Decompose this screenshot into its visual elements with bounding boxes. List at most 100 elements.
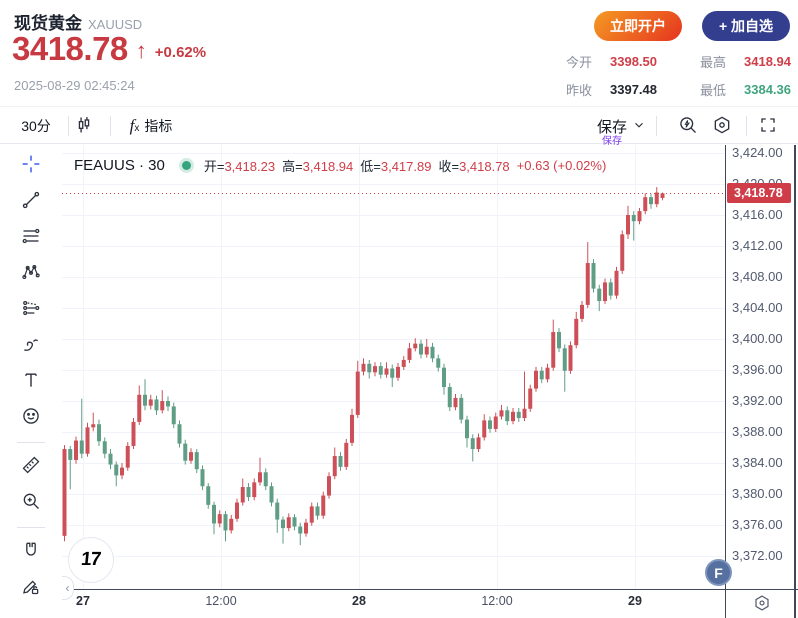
legend-open: 开=3,418.23 — [203, 158, 276, 174]
ruler-icon — [21, 455, 41, 480]
change-percent: +0.62% — [154, 44, 207, 61]
text-tool-button[interactable] — [9, 364, 53, 400]
trend-line-icon — [21, 190, 41, 215]
emoji-tool-button[interactable] — [9, 400, 53, 436]
chart-toolbar: 30分 fx 指标 保存 保存 — [0, 106, 798, 148]
interval-button[interactable]: 30分 — [21, 118, 51, 134]
drawing-lock-icon — [21, 576, 41, 601]
drawing-toolbar — [0, 148, 62, 606]
quote-timestamp: 2025-08-29 02:45:24 — [14, 78, 135, 93]
time-tick-label: 29 — [628, 594, 642, 608]
legend-change: +0.63 (+0.02%) — [516, 157, 607, 173]
xabcd-pattern-tool-button[interactable] — [9, 256, 53, 292]
instrument-symbol: XAUUSD — [88, 17, 143, 32]
time-axis[interactable]: 27 12:00 28 12:00 29 — [0, 589, 798, 618]
toolbar-divider — [17, 442, 45, 443]
magnet-tool-button[interactable] — [9, 534, 53, 570]
price-tick-label: 3,376.00 — [732, 517, 783, 532]
legend-high: 高=3,418.94 — [282, 158, 354, 174]
zoom-in-tool-button[interactable] — [9, 485, 53, 521]
price-axis[interactable]: 3,424.003,420.003,416.003,412.003,408.00… — [726, 145, 792, 589]
axis-settings-button[interactable] — [748, 594, 776, 616]
price-tick-label: 3,408.00 — [732, 269, 783, 284]
toolbar-divider — [68, 116, 69, 136]
chart-legend: FEAUUS · 30 开=3,418.23 高=3,418.94 低=3,41… — [74, 154, 606, 176]
stat-label: 最高 — [700, 55, 727, 70]
stat-label: 最低 — [700, 83, 727, 98]
instrument-title: 现货黄金 XAUUSD — [14, 9, 142, 34]
drawing-lock-tool-button[interactable] — [9, 570, 53, 606]
last-price: 3418.78 — [12, 30, 128, 67]
time-tick-label: 12:00 — [205, 594, 237, 608]
save-label: 保存 — [596, 118, 627, 136]
fullscreen-icon — [759, 116, 777, 137]
emoji-icon — [21, 406, 41, 431]
market-status-dot — [181, 160, 191, 170]
time-tick-label: 28 — [352, 594, 366, 608]
quick-search-button[interactable] — [672, 107, 704, 145]
time-tick-label: 12:00 — [481, 594, 513, 608]
price-tick-label: 3,392.00 — [732, 393, 783, 408]
price-tick-label: 3,412.00 — [732, 238, 783, 253]
fullscreen-button[interactable] — [752, 107, 784, 145]
time-tick-label: 27 — [76, 594, 90, 608]
price-tick-label: 3,388.00 — [732, 424, 783, 439]
price-tick-label: 3,384.00 — [732, 455, 783, 470]
chart-settings-button[interactable] — [706, 107, 738, 145]
price-row: 3418.78 ↑ +0.62% — [12, 30, 206, 68]
forecast-icon — [21, 298, 41, 323]
price-tick-label: 3,424.00 — [732, 145, 783, 160]
legend-close: 收=3,418.78 — [438, 158, 510, 174]
stat-value: 3418.94 — [744, 54, 791, 69]
quote-stats: 今开 3398.50 最高 3418.94 昨收 3397.48 最低 3384.36 — [566, 52, 792, 99]
price-tick-label: 3,372.00 — [732, 548, 783, 563]
price-tick-label: 3,380.00 — [732, 486, 783, 501]
toolbar-divider — [17, 527, 45, 528]
magnet-icon — [21, 540, 41, 565]
save-tooltip: 保存 — [602, 136, 622, 147]
indicators-button[interactable]: fx 指标 — [116, 107, 186, 145]
forecast-tool-button[interactable] — [9, 292, 53, 328]
instrument-name: 现货黄金 — [14, 14, 82, 33]
stat-value: 3397.48 — [610, 82, 657, 97]
up-arrow-icon: ↑ — [135, 38, 147, 63]
toolbar-divider — [110, 116, 111, 136]
zoom-in-icon — [21, 491, 41, 516]
candle-style-button[interactable] — [64, 107, 104, 145]
text-icon — [21, 370, 41, 395]
last-price-axis-label: 3,418.78 — [727, 183, 791, 204]
save-menu-chevron[interactable] — [628, 107, 650, 145]
trend-line-tool-button[interactable] — [9, 184, 53, 220]
stat-label: 今开 — [566, 55, 593, 70]
stat-label: 昨收 — [566, 83, 593, 98]
price-tick-label: 3,396.00 — [732, 362, 783, 377]
save-button[interactable]: 保存 保存 — [592, 107, 632, 148]
fx-icon: fx — [129, 116, 140, 135]
chevron-down-icon — [632, 118, 646, 135]
price-tick-label: 3,404.00 — [732, 300, 783, 315]
add-watchlist-button[interactable]: + 加自选 — [702, 11, 790, 41]
tradingview-glyph: 17 — [80, 549, 102, 570]
tradingview-logo[interactable]: 17 — [68, 537, 114, 583]
open-account-button[interactable]: 立即开户 — [594, 11, 682, 41]
price-tick-label: 3,400.00 — [732, 331, 783, 346]
fib-retracement-icon — [21, 226, 41, 251]
brush-icon — [21, 334, 41, 359]
gear-icon — [712, 115, 732, 138]
price-tick-label: 3,416.00 — [732, 207, 783, 222]
brand-watermark: F — [705, 559, 732, 586]
indicators-label: 指标 — [144, 118, 173, 134]
crosshair-tool-button[interactable] — [9, 148, 53, 184]
stat-value: 3398.50 — [610, 54, 657, 69]
candlestick-icon — [74, 115, 94, 138]
fib-retracement-tool-button[interactable] — [9, 220, 53, 256]
xabcd-pattern-icon — [21, 262, 41, 287]
legend-low: 低=3,417.89 — [360, 158, 432, 174]
toolbar-divider — [746, 116, 747, 136]
brush-tool-button[interactable] — [9, 328, 53, 364]
flash-search-icon — [678, 115, 698, 138]
ruler-tool-button[interactable] — [9, 449, 53, 485]
gear-icon — [753, 594, 771, 617]
legend-symbol[interactable]: FEAUUS · 30 — [74, 156, 165, 174]
